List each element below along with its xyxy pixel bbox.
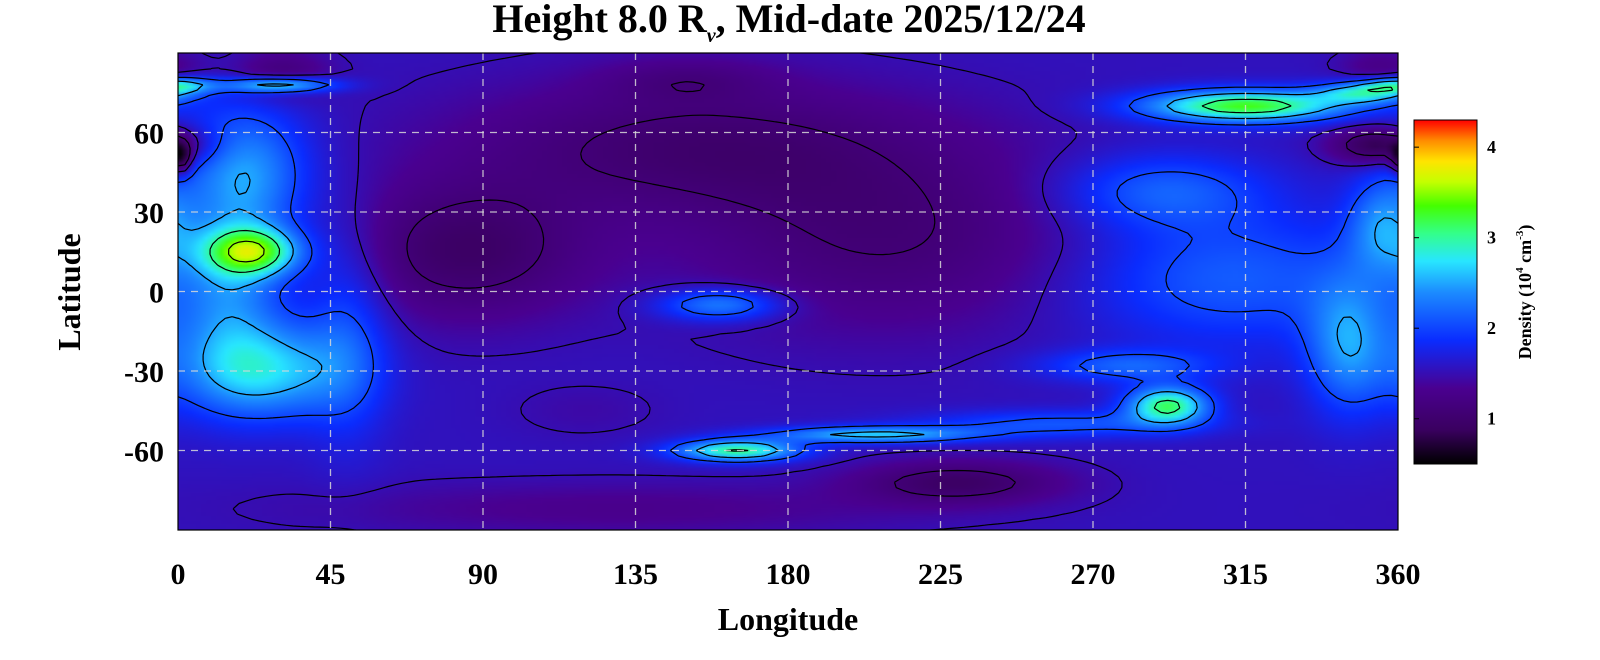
y-axis-label: Latitude: [51, 233, 87, 350]
x-tick-label: 315: [1223, 558, 1268, 591]
x-tick-label: 360: [1376, 558, 1421, 591]
y-tick-label: 30: [134, 197, 164, 230]
x-tick-label: 135: [613, 558, 658, 591]
plot-frame: [177, 52, 1399, 531]
colorbar-tick-label: 3: [1487, 228, 1496, 248]
x-tick-label: 0: [171, 558, 186, 591]
contour-line-2-5: [178, 80, 1398, 459]
colorbar-tick-label: 1: [1487, 409, 1496, 429]
x-tick-label: 225: [918, 558, 963, 591]
y-tick-label: 60: [134, 118, 164, 151]
contour-line-2: [178, 76, 1398, 463]
colorbar-gradient: [1413, 119, 1478, 465]
colorbar-tick-label: 2: [1487, 318, 1496, 338]
contour-line-1-1: [178, 81, 1398, 497]
x-tick-label: 90: [468, 558, 498, 591]
x-tick-label: 45: [316, 558, 346, 591]
contour-lines: [178, 53, 1398, 530]
contour-line-3: [209, 86, 1394, 452]
chart-title: Height 8.0 Rv, Mid-date 2025/12/24: [492, 0, 1085, 47]
colorbar-tick-label: 4: [1487, 137, 1496, 157]
plot-area: [177, 52, 1399, 531]
x-tick-label: 180: [766, 558, 811, 591]
contour-line-3-5: [228, 240, 265, 263]
x-tick-label: 270: [1071, 558, 1116, 591]
colorbar: 1 2 3 4 Density (104 cm-3): [1413, 119, 1536, 465]
y-tick-label: -60: [124, 436, 164, 469]
x-axis-label: Longitude: [718, 601, 858, 637]
y-axis-ticks: 60 30 0 -30 -60: [124, 118, 164, 469]
y-tick-label: 0: [149, 277, 164, 310]
y-tick-label: -30: [124, 356, 164, 389]
x-axis-ticks: 0 45 90 135 180 225 270 315 360: [171, 558, 1421, 591]
colorbar-ticks: 1 2 3 4: [1414, 137, 1496, 429]
contour-line-1-5: [178, 53, 1398, 530]
grid-lines: [178, 53, 1398, 530]
colorbar-label: Density (104 cm-3): [1514, 225, 1536, 360]
